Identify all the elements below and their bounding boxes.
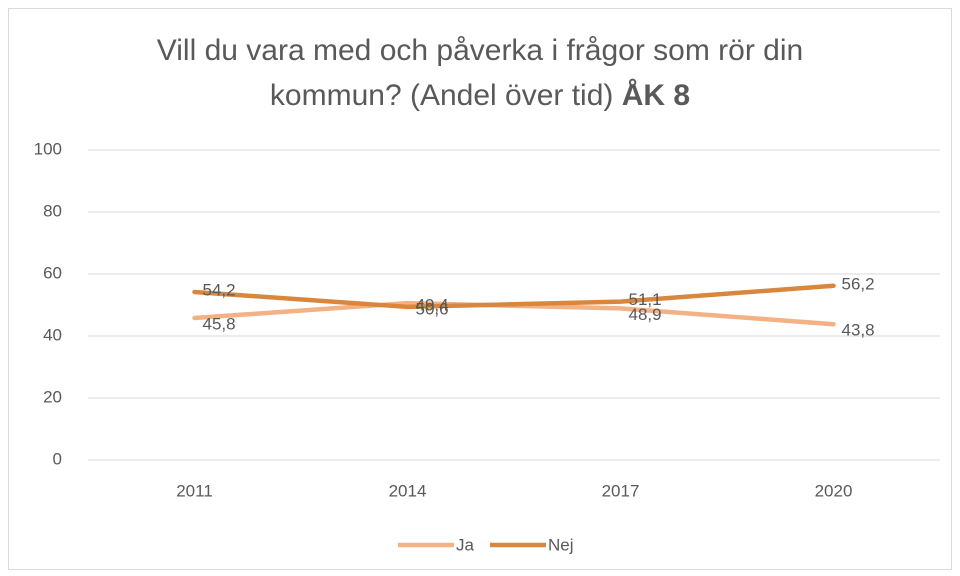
y-tick-label: 80	[43, 201, 62, 220]
x-tick-label: 2014	[389, 481, 427, 500]
y-tick-label: 0	[53, 449, 62, 468]
data-label: 49,4	[416, 295, 449, 314]
title-text: Vill du vara med och påverka i frågor so…	[156, 34, 804, 112]
data-label: 51,1	[629, 290, 662, 309]
data-label: 50,6	[416, 300, 449, 319]
legend-label: Nej	[548, 535, 574, 554]
data-label: 48,9	[629, 305, 662, 324]
title-bold: ÅK 8	[621, 79, 691, 112]
series-line	[192, 283, 836, 310]
data-label: 45,8	[203, 315, 236, 334]
x-tick-label: 2020	[815, 481, 853, 500]
data-label: 56,2	[842, 274, 875, 293]
x-tick-label: 2017	[602, 481, 640, 500]
chart-frame	[8, 8, 952, 570]
y-tick-label: 40	[43, 325, 62, 344]
legend-label: Ja	[456, 535, 475, 554]
data-label: 43,8	[842, 321, 875, 340]
x-tick-label: 2011	[176, 481, 213, 500]
y-tick-label: 20	[43, 387, 62, 406]
y-tick-label: 100	[34, 139, 62, 158]
chart-title: Vill du vara med och påverka i frågor so…	[100, 28, 860, 118]
y-tick-label: 60	[43, 263, 62, 282]
data-label: 54,2	[203, 280, 236, 299]
